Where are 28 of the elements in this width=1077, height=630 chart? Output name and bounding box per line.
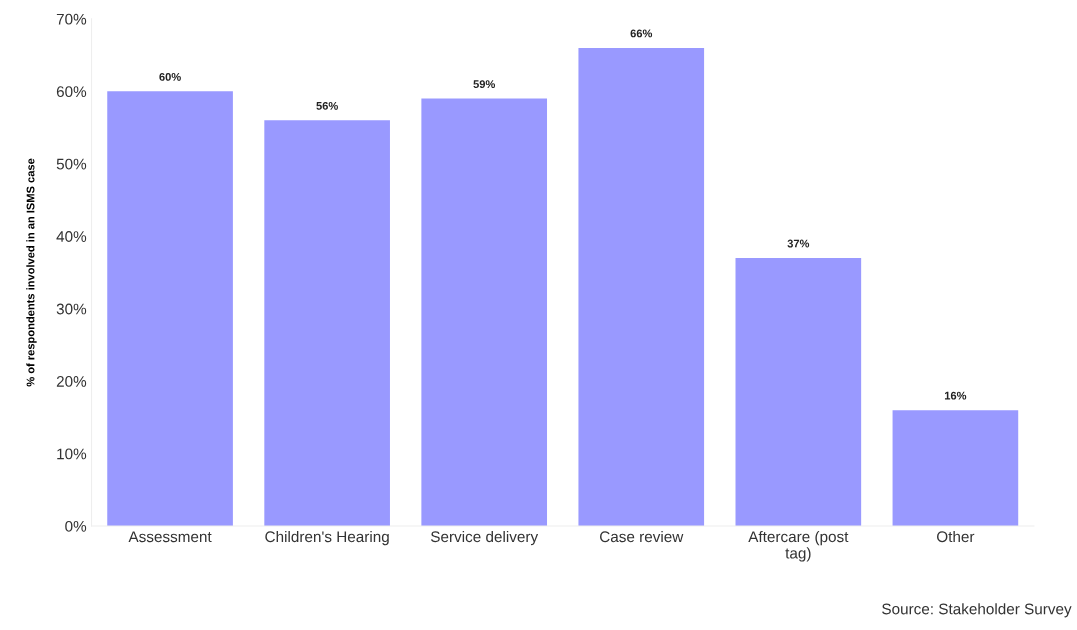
y-tick-label: 70% (56, 13, 87, 25)
y-axis-title: % of respondents involved in an ISMS case (26, 158, 37, 387)
bar (421, 98, 548, 527)
x-tick-label: Aftercare (post tag) (748, 530, 849, 562)
x-tick-label: Other (937, 530, 975, 543)
bar (107, 91, 233, 527)
y-tick-label: 0% (65, 520, 87, 532)
y-tick-label: 40% (56, 231, 87, 242)
bar (264, 120, 390, 527)
bar (735, 257, 862, 527)
y-tick-label: 60% (56, 86, 87, 98)
y-tick-label: 10% (57, 448, 87, 460)
source-note: Source: Stakeholder Survey (882, 603, 1072, 618)
y-tick-label: 20% (56, 376, 87, 387)
x-tick-label: Assessment (128, 531, 212, 543)
y-tick-label: 50% (56, 158, 87, 170)
data-label: 16% (944, 391, 967, 400)
bar (578, 47, 705, 527)
data-label: 60% (159, 72, 181, 81)
x-tick-label: Case review (600, 530, 684, 543)
data-label: 59% (473, 80, 496, 89)
bar (892, 410, 1019, 527)
y-tick-label: 30% (56, 303, 87, 315)
x-tick-label: Children's Hearing (265, 530, 389, 546)
data-label: 66% (630, 29, 653, 38)
x-tick-label: Service delivery (430, 530, 539, 546)
data-label: 56% (316, 101, 338, 110)
data-label: 37% (787, 239, 810, 248)
